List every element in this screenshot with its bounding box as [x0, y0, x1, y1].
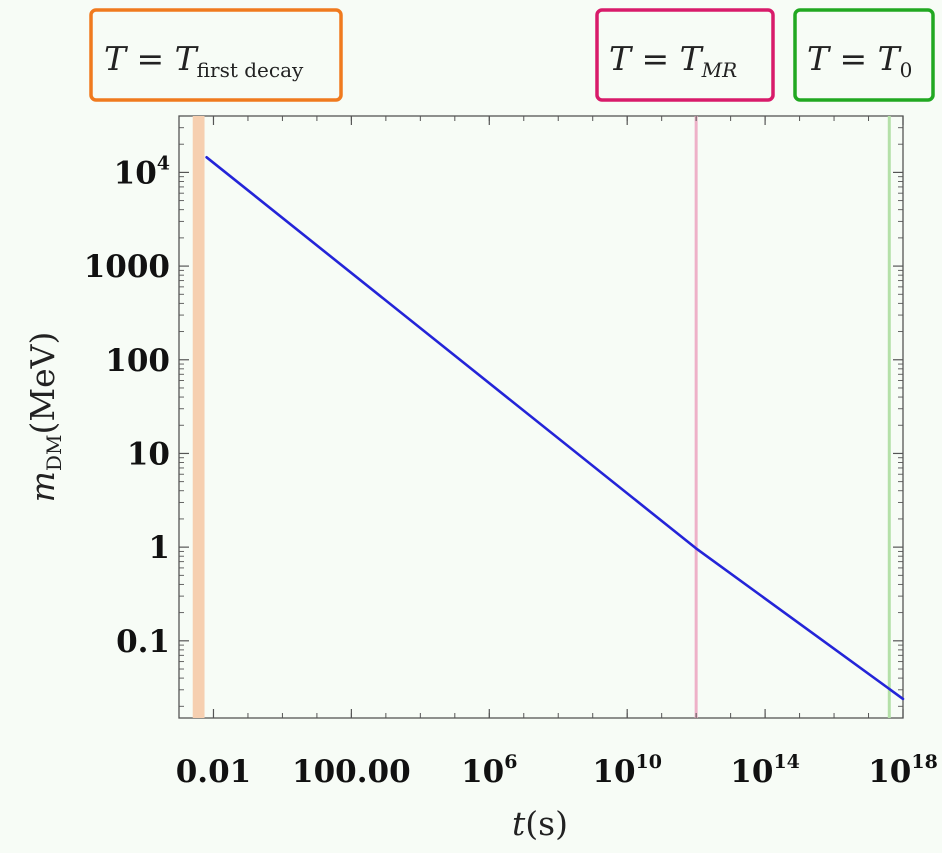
tick-labels: 0.01 100.00 106 1010 1014 1018 0.1 1 10 100 1000 10…: [84, 152, 938, 790]
annotation-mr-box: [595, 8, 775, 102]
y-axis-title: mDM(MeV): [23, 332, 66, 503]
annotation-t0-box: [793, 8, 935, 102]
plot-frame: [178, 115, 904, 719]
x-tick-label-3: 1010: [592, 751, 662, 790]
series-layer: [205, 156, 905, 701]
x-tick-label-0: 0.01: [176, 754, 252, 790]
y-tick-label-2: 10: [127, 436, 170, 472]
y-tick-label-5: 104: [114, 152, 170, 191]
y-tick-label-3: 100: [105, 343, 170, 379]
annotation-mr-text: T = TMR: [609, 39, 737, 82]
x-tick-label-4: 1014: [730, 751, 800, 790]
y-tick-label-1: 1: [148, 530, 170, 566]
x-axis-title: t(s): [512, 804, 568, 843]
y-tick-label-4: 1000: [84, 249, 170, 285]
series-line-0: [205, 156, 905, 701]
axis-ticks: [178, 115, 904, 718]
annotation-t0-text: T = T0: [807, 39, 912, 82]
vertical-markers: [192, 116, 891, 718]
x-tick-label-2: 106: [461, 751, 517, 790]
marker-band-first_decay: [192, 116, 205, 718]
annotation-t0: T = T0: [793, 8, 935, 102]
annotation-first-decay-text: T = Tfirst decay: [104, 39, 304, 82]
x-tick-label-1: 100.00: [292, 754, 411, 790]
y-tick-label-0: 0.1: [116, 624, 170, 660]
annotation-first-decay-box: [89, 8, 343, 102]
annotation-mr: T = TMR: [595, 8, 775, 102]
annotation-first-decay: T = Tfirst decay: [89, 8, 343, 102]
x-tick-label-5: 1018: [868, 751, 938, 790]
